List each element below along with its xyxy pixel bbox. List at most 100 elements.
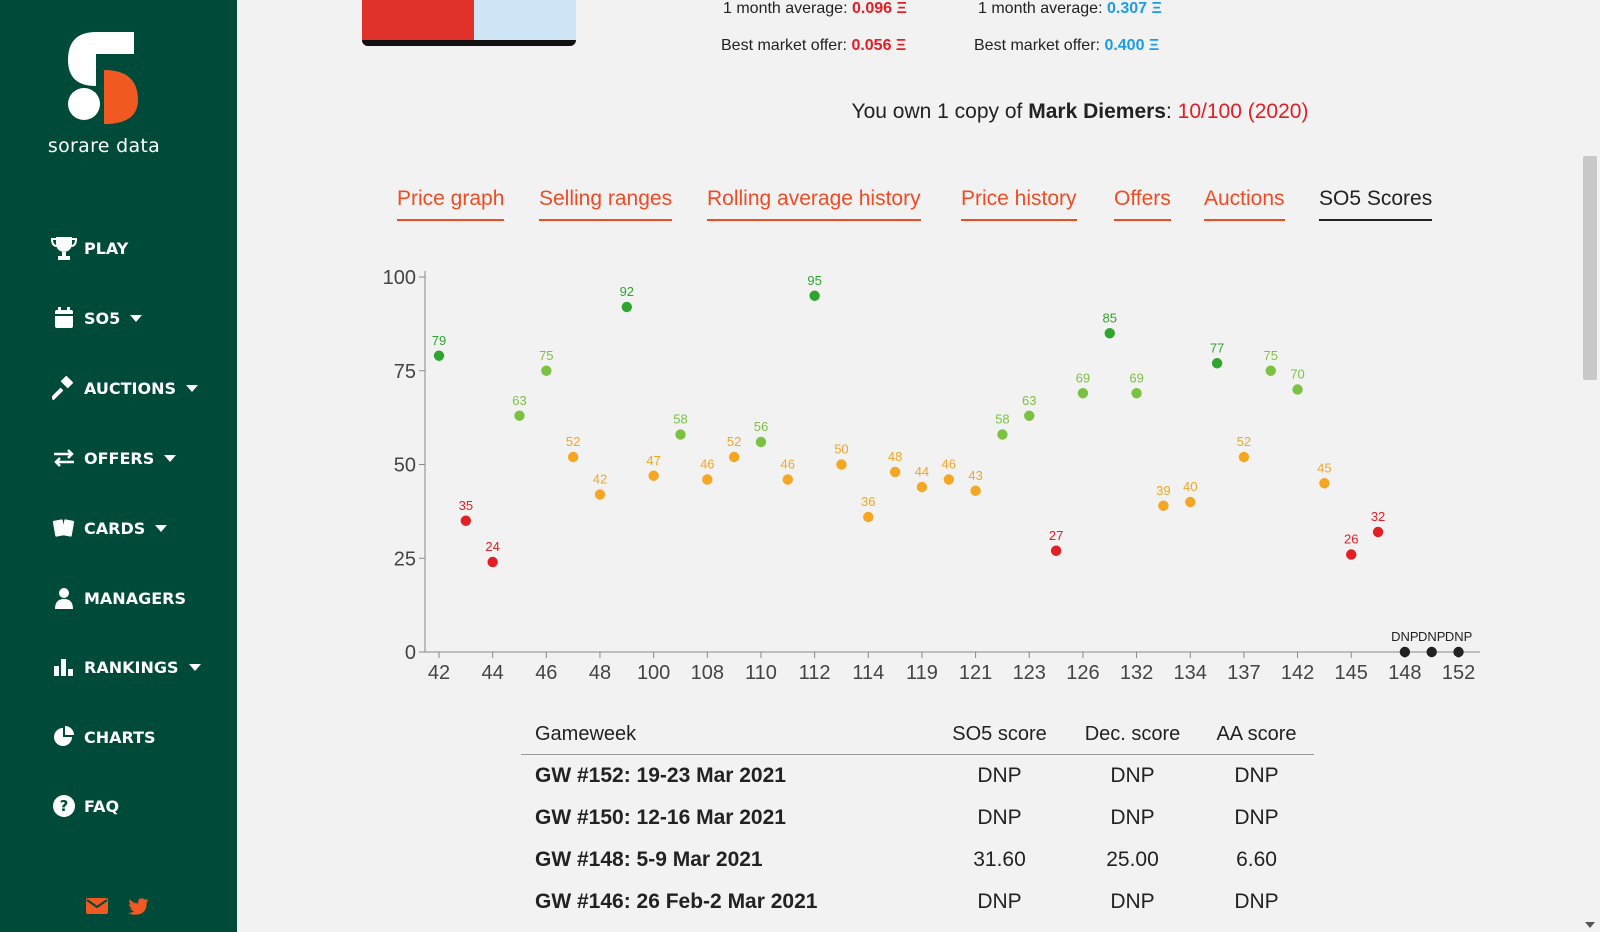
x-tick-label: 44 (482, 662, 504, 684)
score-point-label: 75 (539, 348, 553, 363)
stat-label: 1 month average: (978, 0, 1103, 17)
y-tick-label: 50 (394, 455, 416, 477)
tab-rolling-average-history[interactable]: Rolling average history (707, 187, 921, 221)
score-point (1104, 328, 1115, 339)
score-point-label: 47 (646, 453, 660, 468)
chevron-down-icon (188, 663, 201, 671)
aa-score-cell: DNP (1234, 890, 1279, 913)
score-point (889, 466, 901, 478)
score-point (460, 515, 472, 526)
score-point-label: 26 (1344, 532, 1358, 547)
chevron-down-icon (164, 454, 177, 462)
score-point (541, 365, 552, 376)
twitter-icon[interactable] (128, 898, 150, 916)
tab-auctions[interactable]: Auctions (1204, 187, 1285, 221)
x-tick-label: 46 (535, 662, 557, 684)
nav-play[interactable]: PLAY (50, 234, 128, 262)
score-point-label: 52 (727, 434, 741, 449)
nav-cards[interactable]: CARDS (50, 514, 168, 542)
score-point (1372, 526, 1384, 538)
nav-label: MANAGERS (84, 588, 186, 608)
score-point-label: 39 (1156, 483, 1170, 498)
score-point-label: 85 (1103, 310, 1117, 325)
x-tick-label: 132 (1120, 662, 1153, 684)
chevron-down-icon (186, 384, 199, 392)
score-point (1185, 496, 1196, 508)
nav-offers[interactable]: OFFERS (50, 444, 177, 472)
score-point (1265, 365, 1276, 376)
x-tick-label: 42 (428, 662, 450, 684)
tab-price-history[interactable]: Price history (961, 187, 1077, 221)
nav-faq[interactable]: ? FAQ (50, 792, 119, 820)
score-point-label: 63 (1022, 393, 1036, 408)
stat-value: 0.096 Ξ (851, 0, 907, 17)
dec-score-cell: DNP (1110, 764, 1155, 787)
nav-so5[interactable]: SO5 (50, 304, 143, 332)
score-point (997, 429, 1008, 440)
stat-label: 1 month average: (723, 0, 848, 17)
page-scrollbar[interactable] (1580, 0, 1600, 932)
nav-managers[interactable]: MANAGERS (50, 584, 186, 612)
brand-name[interactable]: sorare data (47, 135, 161, 157)
x-tick-label: 110 (745, 662, 777, 684)
score-point (1077, 388, 1089, 399)
stat-label: Best market offer: (721, 37, 847, 54)
score-point (916, 481, 928, 493)
x-tick-label: 100 (637, 662, 670, 684)
score-point-label: DNP (1445, 629, 1472, 644)
mail-icon[interactable] (86, 898, 108, 914)
table-row: GW #152: 19-23 Mar 2021 DNP DNP DNP (521, 755, 1314, 797)
score-point-label: DNP (1418, 629, 1445, 644)
chevron-down-icon (130, 314, 143, 322)
score-point-label: 69 (1129, 370, 1143, 385)
nav-label: PLAY (84, 238, 129, 258)
cards-icon (50, 515, 78, 541)
x-tick-label: 121 (959, 662, 992, 684)
nav-label: CHARTS (84, 727, 156, 747)
left-month-average: 1 month average: 0.096 Ξ (723, 0, 907, 18)
x-tick-label: 142 (1281, 662, 1314, 684)
nav-charts[interactable]: CHARTS (50, 723, 156, 751)
so5-score-cell: 31.60 (973, 848, 1026, 871)
card-serial: 10/100 (2020) (1177, 100, 1309, 123)
aa-score-cell: 6.60 (1236, 848, 1277, 871)
tab-price-graph[interactable]: Price graph (397, 187, 505, 221)
score-point-label: 75 (1263, 348, 1277, 363)
score-point (1131, 388, 1142, 399)
stat-value: 0.400 Ξ (1104, 37, 1160, 54)
score-point (863, 511, 874, 523)
score-point (1211, 358, 1223, 369)
so5-scores-chart: 0 25 50 75 100 42 44 46 48 100 108 110 112 114 119 121 1… (383, 267, 1480, 684)
y-tick-label: 100 (383, 267, 416, 289)
score-point (970, 485, 981, 496)
question-icon: ? (50, 793, 78, 819)
gavel-icon (50, 375, 78, 401)
nav-auctions[interactable]: AUCTIONS (50, 374, 199, 402)
scroll-down-arrow-icon[interactable] (1585, 922, 1595, 928)
y-tick-label: 25 (394, 548, 416, 570)
aa-score-cell: DNP (1234, 764, 1279, 787)
tab-offers[interactable]: Offers (1114, 187, 1171, 221)
score-point-label: 45 (1317, 460, 1331, 475)
right-month-average: 1 month average: 0.307 Ξ (978, 0, 1162, 18)
calendar-icon (50, 305, 78, 331)
score-point (755, 436, 767, 448)
tab-so5-scores[interactable]: SO5 Scores (1319, 187, 1433, 221)
score-point-label: 69 (1076, 370, 1090, 385)
score-point (1319, 478, 1330, 489)
scores-table: Gameweek SO5 score Dec. score AA score G… (521, 715, 1314, 923)
score-point (487, 556, 498, 568)
score-point-label: 46 (700, 457, 714, 472)
nav-label: RANKINGS (84, 657, 179, 677)
so5-score-cell: DNP (977, 764, 1022, 787)
chevron-down-icon (155, 524, 168, 532)
sorare-logo[interactable] (62, 30, 142, 130)
tab-selling-ranges[interactable]: Selling ranges (539, 187, 673, 221)
stat-value: 0.056 Ξ (851, 37, 907, 54)
nav-label: CARDS (84, 518, 146, 538)
score-point-label: 77 (1210, 340, 1224, 355)
gameweek-cell: GW #152: 19-23 Mar 2021 (535, 764, 786, 787)
nav-rankings[interactable]: RANKINGS (50, 653, 201, 681)
scrollbar-thumb[interactable] (1583, 156, 1597, 380)
nav-label: OFFERS (84, 448, 155, 468)
